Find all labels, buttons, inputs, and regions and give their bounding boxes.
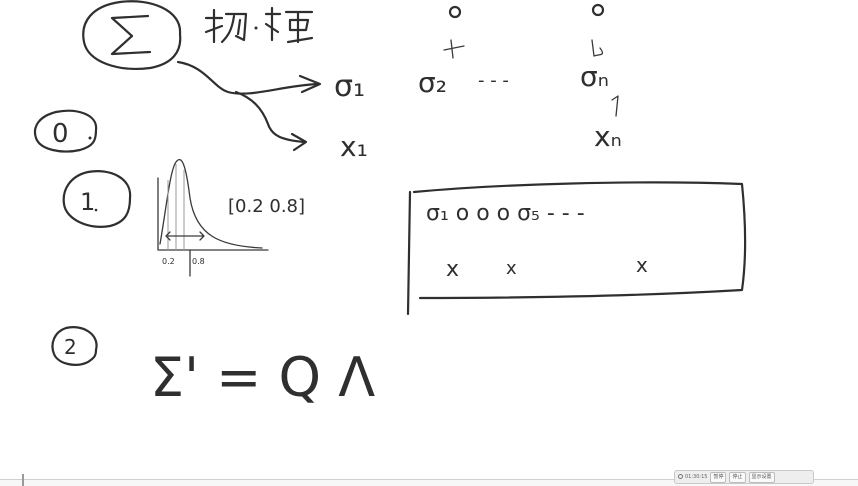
status-bar: [0, 479, 858, 486]
box-x-mark-2: x: [506, 258, 517, 279]
heading-chinese-scribble: [204, 6, 314, 44]
clock-icon: [678, 474, 683, 479]
sample-box: σ₁ o o o σ₅ - - - x x x: [406, 181, 747, 316]
step-0: 0: [33, 109, 98, 153]
step-2-number: 2: [64, 335, 77, 359]
step-1: 1: [62, 170, 132, 228]
sigma-2-label: σ₂: [418, 66, 447, 99]
density-plot-sketch: 0.2 0.8: [157, 159, 269, 277]
step-1-number: 1: [80, 188, 95, 216]
box-row-2-marks: x x x: [446, 253, 648, 282]
box-x-mark-3: x: [636, 253, 648, 277]
stop-button[interactable]: 停止: [729, 471, 746, 483]
sigma-row-dots: - - -: [478, 70, 509, 91]
x-row: x₁ xₙ: [340, 95, 622, 163]
step-0-number: 0: [52, 119, 69, 149]
playback-controls: 01:30:15 暂停 停止 显示设置: [674, 470, 814, 484]
clock-time: 01:30:15: [685, 474, 708, 480]
box-x-mark-1: x: [446, 257, 459, 282]
step-2: 2 Σ' = Q Λ: [51, 326, 375, 409]
interval-label: [0.2 0.8]: [228, 196, 305, 217]
sigma-n-label: σₙ: [580, 60, 609, 93]
box-row-1: σ₁ o o o σ₅ - - -: [426, 201, 585, 226]
clock-readout: 01:30:15: [678, 474, 707, 480]
display-settings-button[interactable]: 显示设置: [748, 471, 775, 483]
x-n-label: xₙ: [594, 120, 622, 153]
axis-tick-right: 0.8: [192, 257, 205, 266]
step-2-equation: Σ' = Q Λ: [150, 346, 375, 409]
circled-sigma-heading: [82, 0, 182, 70]
watermark: [676, 22, 846, 44]
sigma-row: σ₁ σ₂ - - - σₙ: [334, 3, 609, 104]
pause-button[interactable]: 暂停: [710, 471, 727, 483]
branch-arrows: [176, 60, 322, 152]
x-1-label: x₁: [340, 130, 368, 163]
sigma-1-label: σ₁: [334, 69, 365, 104]
axis-tick-left: 0.2: [162, 257, 175, 266]
page-edge-marker: [22, 474, 24, 486]
